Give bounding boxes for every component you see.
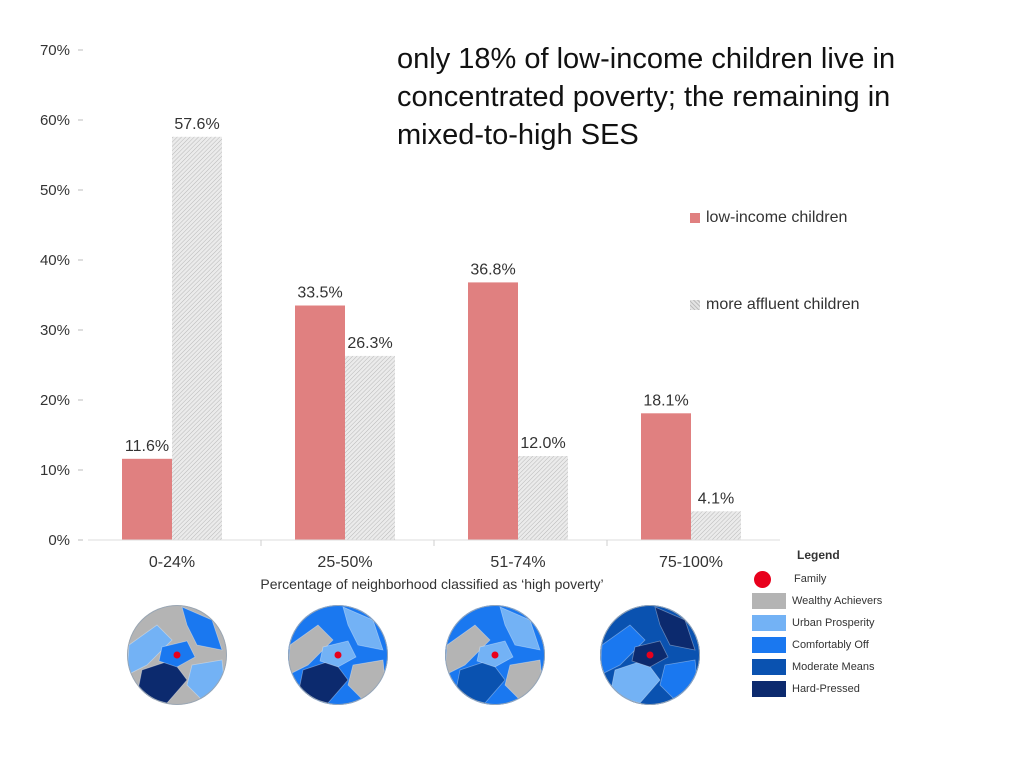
bar-affluent-3 [691,511,741,540]
data-label: 11.6% [125,438,169,455]
bar-low-income-3 [641,413,691,540]
data-label: 33.5% [297,285,342,302]
family-dot-icon [173,651,181,659]
y-tick-label: 60% [40,112,70,129]
map-legend-swatch [752,637,786,653]
map-25-50 [288,605,388,705]
x-tick-label: 51-74% [490,554,545,571]
neighborhood-maps [127,605,700,705]
headline-text: only 18% of low-income children live in … [397,43,896,151]
bar-low-income-0 [122,458,172,540]
family-dot-icon [334,651,342,659]
map-legend-title: Legend [797,548,840,562]
map-legend-label: Wealthy Achievers [792,595,883,607]
legend-label-affluent: more affluent children [706,296,860,313]
bar-low-income-2 [468,282,518,540]
legend-low-income: low-income children [690,209,847,227]
x-axis-title: Percentage of neighborhood classified as… [260,576,603,592]
legend-label-low-income: low-income children [706,209,848,226]
map-75-100 [600,605,700,705]
bar-affluent-1 [345,355,395,540]
legend-affluent: more affluent children [690,296,860,314]
legend-swatch-affluent [690,300,700,310]
family-dot-icon [754,570,771,588]
y-tick-label: 50% [40,182,70,199]
data-label: 26.3% [347,335,392,352]
bar-low-income-1 [295,305,345,540]
map-legend-label: Urban Prosperity [792,617,875,629]
data-label: 36.8% [470,261,515,278]
map-legend-moderate-means: Moderate Means [752,656,912,678]
data-label: 18.1% [643,392,688,409]
map-legend-swatch [752,593,786,609]
data-label: 4.1% [698,490,734,507]
map-legend-urban-prosperity: Urban Prosperity [752,612,912,634]
y-tick-label: 20% [40,392,70,409]
map-legend-hard-pressed: Hard-Pressed [752,678,912,700]
map-legend-label: Family [794,573,827,585]
y-tick-label: 10% [40,462,70,479]
map-legend-comfortably-off: Comfortably Off [752,634,912,656]
bar-affluent-2 [518,456,568,540]
x-tick-label: 0-24% [149,554,195,571]
y-tick-label: 40% [40,252,70,269]
bar-chart: 0% 10% 20% 30% 40% 50% 60% 70% 11.6% 57.6% 33.5% 2… [40,42,780,592]
map-legend-swatch [752,615,786,631]
family-dot-icon [491,651,499,659]
y-tick-label: 0% [48,532,70,549]
bar-affluent-0 [172,136,222,541]
map-legend-family: Family [752,568,912,590]
x-tick-label: 25-50% [317,554,372,571]
legend-swatch-low-income [690,213,700,223]
x-tick-label: 75-100% [659,554,723,571]
y-tick-label: 70% [40,42,70,59]
map-legend: Legend Family Wealthy Achievers Urban Pr… [752,548,912,700]
map-legend-label: Comfortably Off [792,639,869,651]
map-legend-label: Hard-Pressed [792,683,860,695]
map-0-24 [127,605,227,705]
map-legend-wealthy-achievers: Wealthy Achievers [752,590,912,612]
data-label: 12.0% [520,435,565,452]
map-legend-swatch [752,681,786,697]
family-dot-icon [646,651,654,659]
map-legend-swatch [752,659,786,675]
y-tick-label: 30% [40,322,70,339]
map-51-74 [445,605,545,705]
data-label: 57.6% [174,116,219,133]
map-legend-label: Moderate Means [792,661,875,673]
